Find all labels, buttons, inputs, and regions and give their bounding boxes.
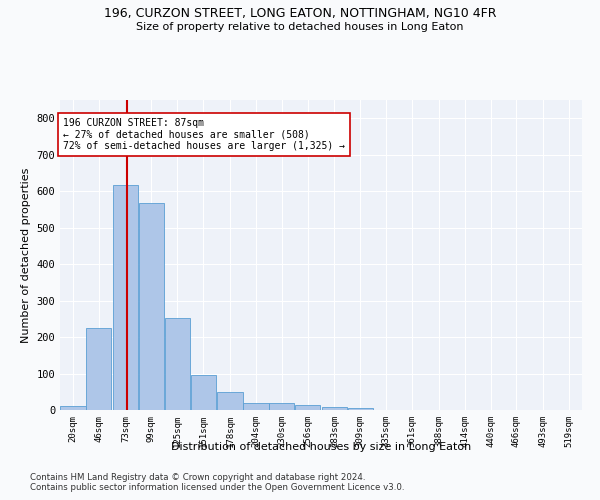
- Bar: [243, 402, 269, 410]
- Bar: [86, 328, 112, 410]
- Text: Distribution of detached houses by size in Long Eaton: Distribution of detached houses by size …: [171, 442, 471, 452]
- Text: Size of property relative to detached houses in Long Eaton: Size of property relative to detached ho…: [136, 22, 464, 32]
- Bar: [217, 392, 242, 410]
- Text: Contains public sector information licensed under the Open Government Licence v3: Contains public sector information licen…: [30, 484, 404, 492]
- Text: Contains HM Land Registry data © Crown copyright and database right 2024.: Contains HM Land Registry data © Crown c…: [30, 472, 365, 482]
- Y-axis label: Number of detached properties: Number of detached properties: [21, 168, 31, 342]
- Bar: [164, 318, 190, 410]
- Bar: [60, 406, 86, 410]
- Bar: [139, 203, 164, 410]
- Bar: [295, 404, 320, 410]
- Text: 196, CURZON STREET, LONG EATON, NOTTINGHAM, NG10 4FR: 196, CURZON STREET, LONG EATON, NOTTINGH…: [104, 8, 496, 20]
- Bar: [113, 185, 139, 410]
- Bar: [191, 376, 216, 410]
- Text: 196 CURZON STREET: 87sqm
← 27% of detached houses are smaller (508)
72% of semi-: 196 CURZON STREET: 87sqm ← 27% of detach…: [63, 118, 345, 152]
- Bar: [347, 408, 373, 410]
- Bar: [322, 408, 347, 410]
- Bar: [269, 402, 295, 410]
